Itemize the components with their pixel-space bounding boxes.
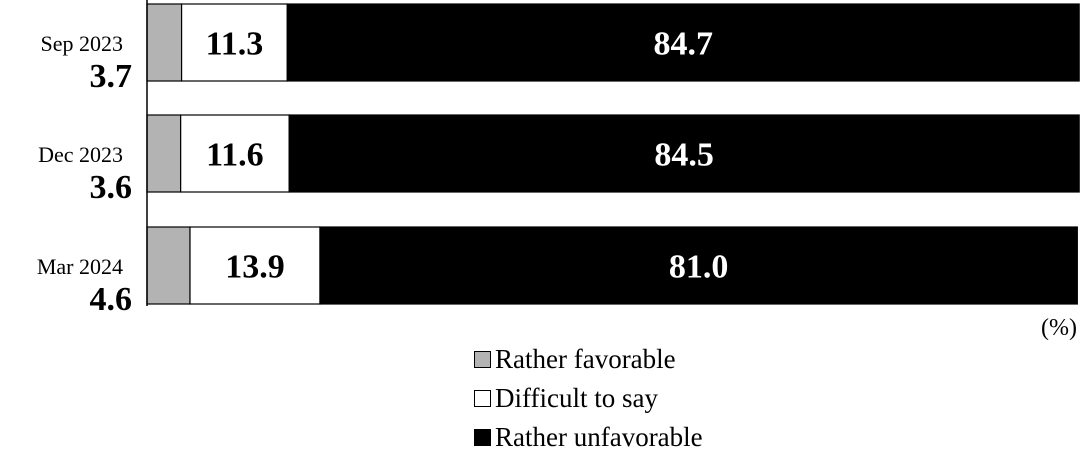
bar-rather-favorable-dec-2023 — [146, 114, 182, 193]
data-label-difficult-to-say-dec-2023: 11.6 — [206, 137, 264, 174]
bar-difficult-to-say-dec-2023 — [180, 114, 290, 193]
legend-label-unfavorable: Rather unfavorable — [495, 422, 703, 452]
legend-item-unfavorable: Rather unfavorable — [474, 418, 703, 457]
legend-label-favorable: Rather favorable — [495, 344, 676, 374]
legend-swatch-difficult — [474, 390, 491, 407]
data-label-difficult-to-say-mar-2024: 13.9 — [225, 249, 285, 286]
category-label-dec-2023: Dec 2023 — [38, 142, 123, 167]
data-label-rather-unfavorable-dec-2023: 84.5 — [654, 137, 714, 174]
legend-item-favorable: Rather favorable — [474, 340, 703, 379]
bar-rather-unfavorable-sep-2023 — [286, 3, 1080, 82]
bar-difficult-to-say-sep-2023 — [180, 3, 288, 82]
data-label-favorable-dec-2023: 3.6 — [90, 169, 133, 206]
data-label-favorable-mar-2024: 4.6 — [90, 281, 133, 318]
category-label-sep-2023: Sep 2023 — [41, 31, 124, 56]
unit-label: (%) — [1041, 315, 1077, 340]
bar-rather-favorable-mar-2024 — [146, 226, 191, 305]
bar-difficult-to-say-mar-2024 — [189, 226, 321, 305]
legend-swatch-unfavorable — [474, 429, 491, 446]
legend-swatch-favorable — [474, 351, 491, 368]
bar-rather-favorable-sep-2023 — [146, 3, 183, 82]
legend-item-difficult: Difficult to say — [474, 379, 703, 418]
legend: Rather favorable Difficult to say Rather… — [474, 340, 703, 457]
data-label-difficult-to-say-sep-2023: 11.3 — [206, 26, 264, 63]
bar-rather-unfavorable-dec-2023 — [288, 114, 1080, 193]
data-label-favorable-sep-2023: 3.7 — [90, 58, 133, 95]
bar-rather-unfavorable-mar-2024 — [319, 226, 1078, 305]
data-label-rather-unfavorable-sep-2023: 84.7 — [653, 26, 713, 63]
data-label-rather-unfavorable-mar-2024: 81.0 — [669, 249, 729, 286]
legend-label-difficult: Difficult to say — [495, 383, 658, 413]
category-label-mar-2024: Mar 2024 — [37, 254, 123, 279]
